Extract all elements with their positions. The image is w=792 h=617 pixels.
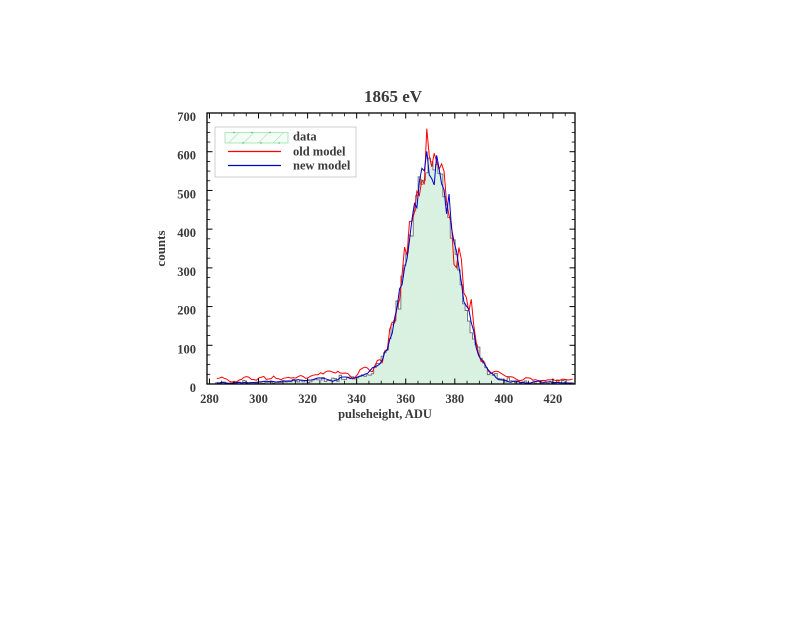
svg-text:old model: old model xyxy=(293,145,346,159)
svg-text:0: 0 xyxy=(190,381,196,395)
svg-text:pulseheight, ADU: pulseheight, ADU xyxy=(338,407,432,421)
svg-text:counts: counts xyxy=(153,230,168,266)
svg-text:400: 400 xyxy=(494,392,513,406)
svg-text:380: 380 xyxy=(445,392,464,406)
svg-text:300: 300 xyxy=(249,392,268,406)
svg-text:600: 600 xyxy=(177,149,196,163)
svg-text:320: 320 xyxy=(298,392,317,406)
svg-text:100: 100 xyxy=(177,342,196,356)
svg-text:500: 500 xyxy=(177,187,196,201)
svg-text:new model: new model xyxy=(293,159,351,173)
svg-text:420: 420 xyxy=(544,392,563,406)
svg-text:340: 340 xyxy=(347,392,366,406)
svg-text:data: data xyxy=(293,130,317,144)
svg-text:1865 eV: 1865 eV xyxy=(364,87,423,106)
svg-text:360: 360 xyxy=(396,392,415,406)
svg-text:700: 700 xyxy=(177,110,196,124)
svg-text:300: 300 xyxy=(177,265,196,279)
svg-text:280: 280 xyxy=(200,392,219,406)
svg-text:200: 200 xyxy=(177,304,196,318)
svg-text:400: 400 xyxy=(177,226,196,240)
